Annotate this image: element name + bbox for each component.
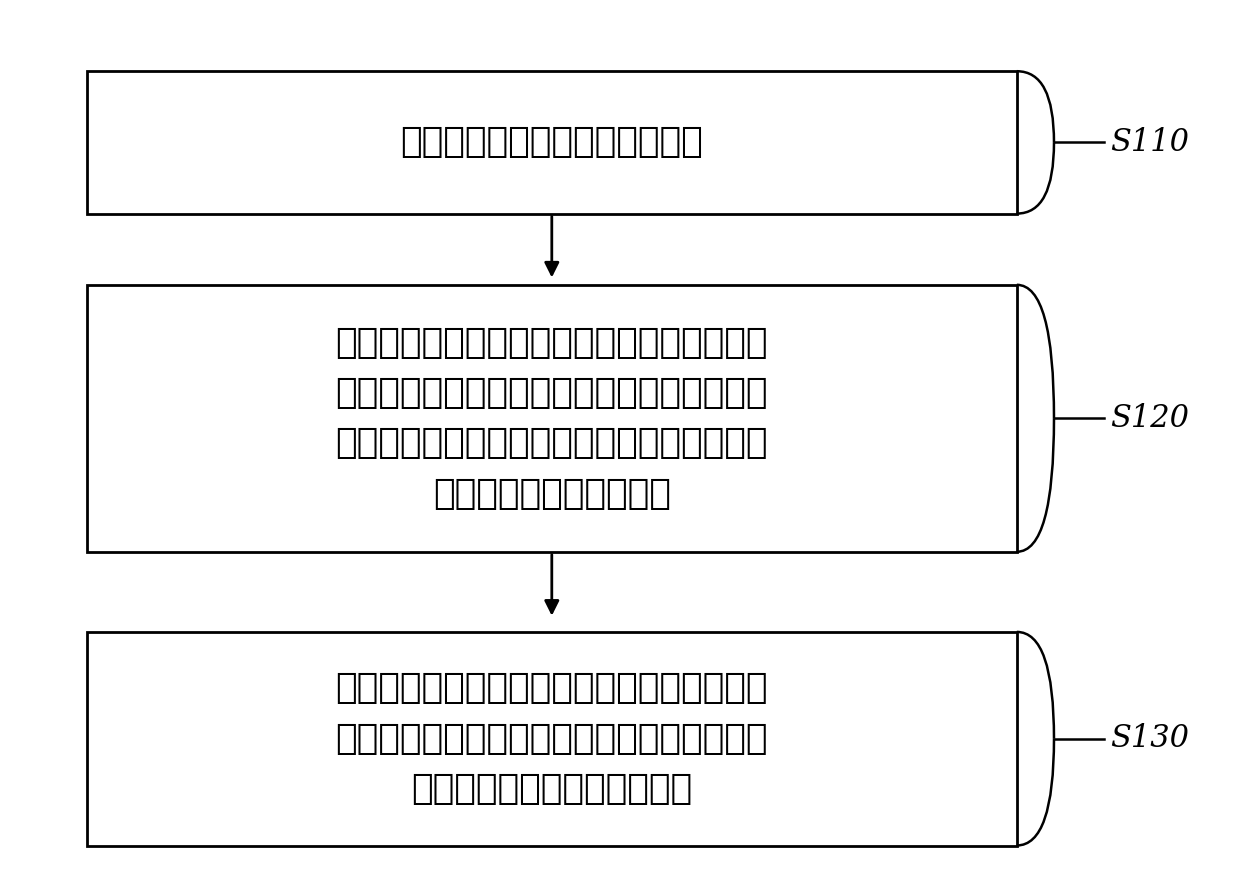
Bar: [87, 71, 1017, 214]
Bar: [87, 285, 1017, 552]
Text: S110: S110: [1110, 127, 1189, 158]
Text: 获取未来预设时间段的气温信息: 获取未来预设时间段的气温信息: [401, 125, 703, 159]
Text: 根据未来预设时间段的气温信息和预设的回油
降频临界温度确定满足提前回油条件时，根据
未来预设时间段的气温信息和预设的压缩机回
油时长模型确定回油时长: 根据未来预设时间段的气温信息和预设的回油 降频临界温度确定满足提前回油条件时，根…: [336, 326, 768, 511]
Text: 根据回油时长和未来预设时间段的气温信息确
定回油时刻，根据回油时刻控制温度调节设备
的压缩机在回油时刻启动回油: 根据回油时长和未来预设时间段的气温信息确 定回油时刻，根据回油时刻控制温度调节设…: [336, 671, 768, 806]
Text: S130: S130: [1110, 724, 1189, 754]
Text: S120: S120: [1110, 403, 1189, 433]
Bar: [87, 632, 1017, 846]
